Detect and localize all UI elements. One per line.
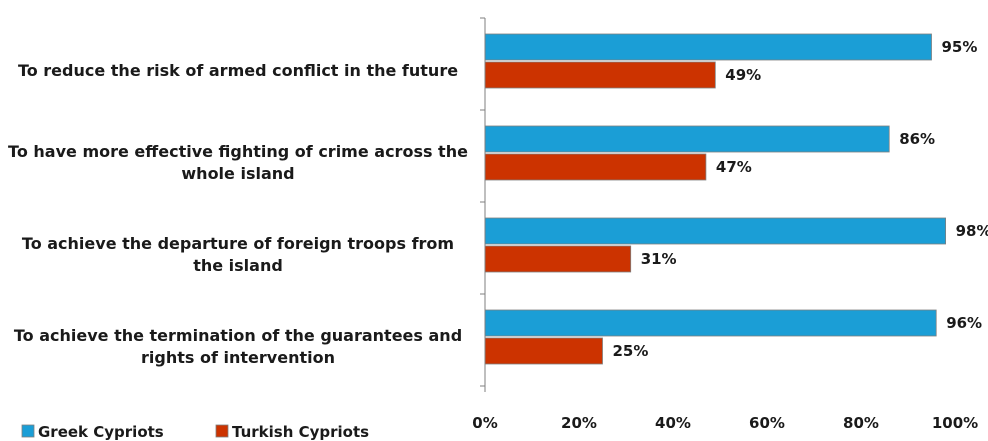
value-label: 96% xyxy=(946,314,982,332)
category-label: To achieve the termination of the guaran… xyxy=(14,326,462,367)
plot-area: 95% 86% 98% 96% 49% 47% 31% 25% To reduce the ri… xyxy=(8,17,988,432)
legend-label-greek: Greek Cypriots xyxy=(38,423,164,441)
x-tick-label: 20% xyxy=(561,414,597,432)
legend-swatch-turkish xyxy=(215,424,229,438)
bar-turkish-1 xyxy=(484,61,716,89)
value-label: 86% xyxy=(899,130,935,148)
bar-turkish-3 xyxy=(484,245,632,273)
legend-swatch-greek xyxy=(21,424,35,438)
value-label: 95% xyxy=(942,38,978,56)
bar-greek-4 xyxy=(484,309,937,337)
bar-greek-3 xyxy=(484,217,947,245)
bar-greek-1 xyxy=(484,33,932,61)
category-label-line: whole island xyxy=(181,164,294,183)
x-tick-label: 40% xyxy=(655,414,691,432)
legend: Greek Cypriots Turkish Cypriots xyxy=(21,423,369,441)
value-label: 25% xyxy=(613,342,649,360)
bar-greek-2 xyxy=(484,125,890,153)
x-tick-label: 80% xyxy=(843,414,879,432)
x-tick-label: 100% xyxy=(932,414,978,432)
value-label: 47% xyxy=(716,158,752,176)
category-label-line: To reduce the risk of armed conflict in … xyxy=(18,61,458,80)
bar-turkish-2 xyxy=(484,153,707,181)
category-label: To reduce the risk of armed conflict in … xyxy=(18,61,458,80)
value-label: 31% xyxy=(641,250,677,268)
category-label-line: To have more effective fighting of crime… xyxy=(8,142,468,161)
x-tick-label: 0% xyxy=(472,414,497,432)
category-label-line: the island xyxy=(193,256,283,275)
category-label: To have more effective fighting of crime… xyxy=(8,142,468,183)
x-tick-label: 60% xyxy=(749,414,785,432)
category-label: To achieve the departure of foreign troo… xyxy=(22,234,454,275)
category-label-line: To achieve the departure of foreign troo… xyxy=(22,234,454,253)
value-label: 49% xyxy=(725,66,761,84)
category-label-line: rights of intervention xyxy=(141,348,335,367)
value-label: 98% xyxy=(956,222,988,240)
legend-label-turkish: Turkish Cypriots xyxy=(232,423,369,441)
bar-turkish-4 xyxy=(484,337,603,365)
category-label-line: To achieve the termination of the guaran… xyxy=(14,326,462,345)
